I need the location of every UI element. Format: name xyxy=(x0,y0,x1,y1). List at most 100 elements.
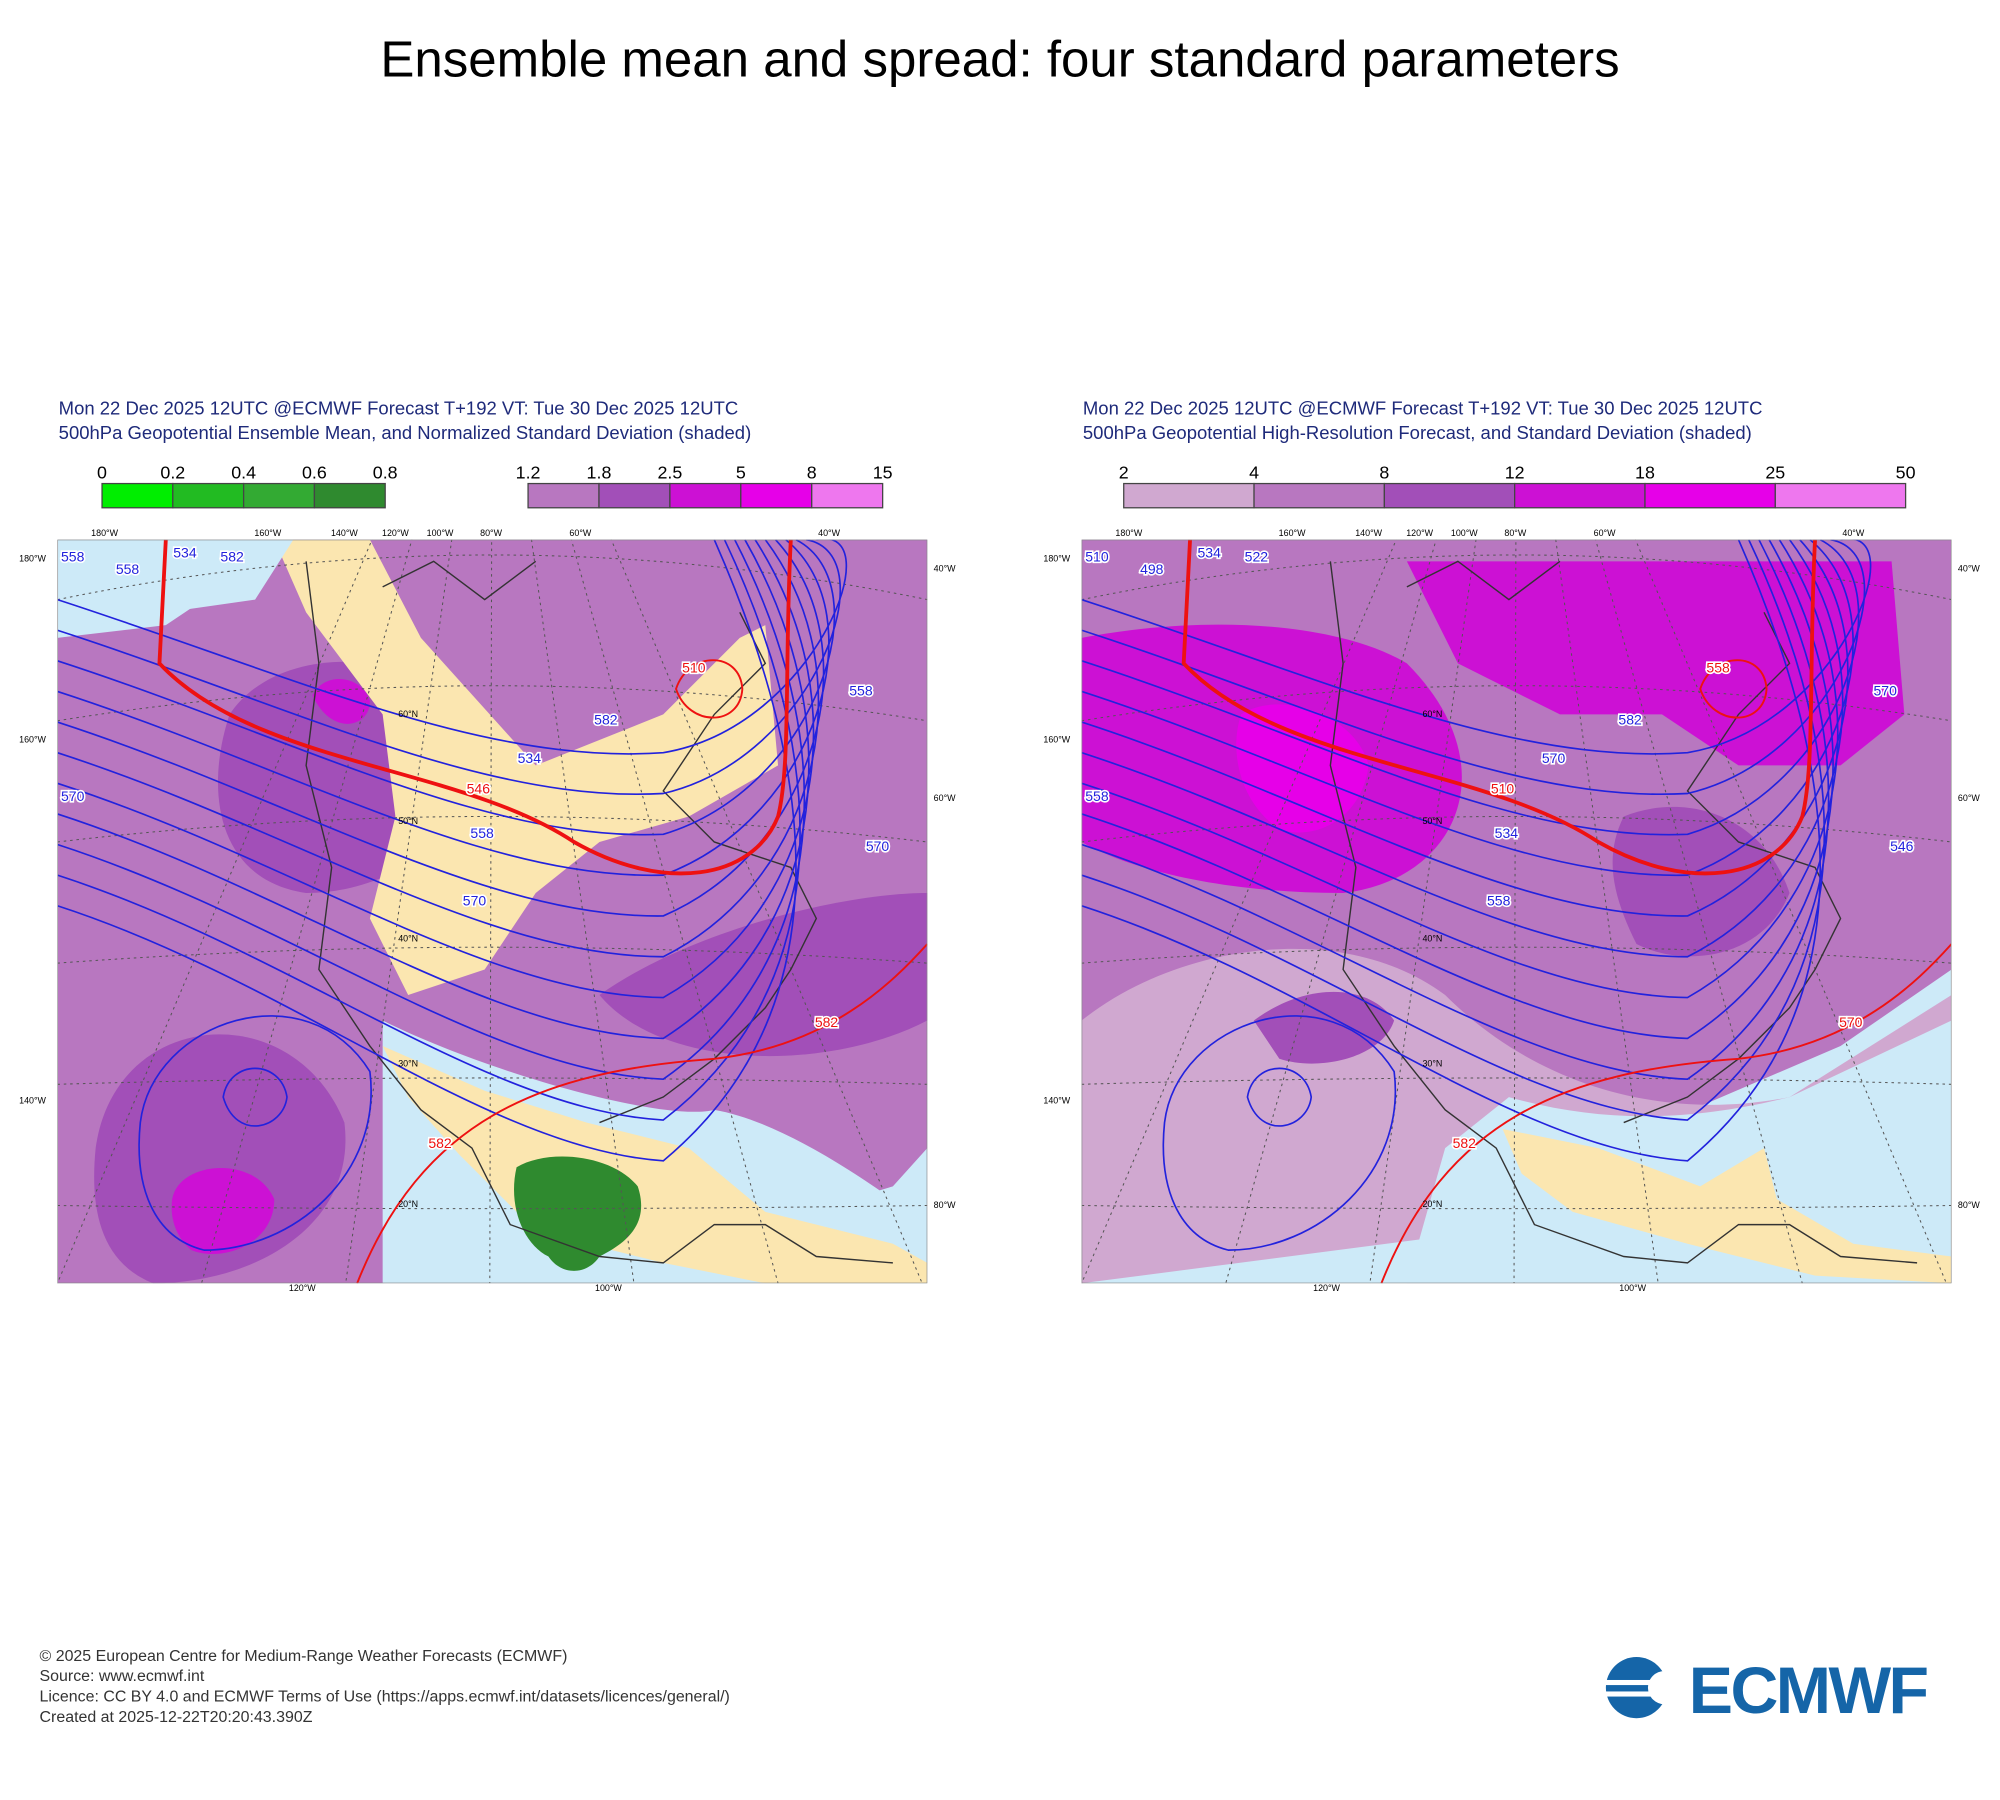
colorbar-label: 0.2 xyxy=(160,462,185,482)
graticule xyxy=(489,539,493,1284)
side-label: 180°W xyxy=(1043,553,1070,563)
lon-label: 40°W xyxy=(818,528,840,538)
lat-label: 50°N xyxy=(398,816,418,826)
logo-stripe xyxy=(1602,1691,1679,1697)
contour xyxy=(1081,539,1826,1121)
contour xyxy=(57,539,848,755)
contour xyxy=(1162,1015,1397,1251)
side-label: 140°W xyxy=(19,1095,46,1105)
contour-label: 558 xyxy=(61,548,85,564)
contour-label: 570 xyxy=(866,838,890,854)
contour-label: 534 xyxy=(1495,825,1519,841)
graticule xyxy=(1081,685,1952,722)
graticule xyxy=(1081,946,1952,964)
shaded-area xyxy=(382,1046,928,1284)
side-label: 100°W xyxy=(1619,1283,1646,1293)
contour-label: 522 xyxy=(1245,548,1269,564)
contour-label: 570 xyxy=(1542,750,1566,766)
side-label: 80°W xyxy=(1958,1200,1980,1210)
side-label: 140°W xyxy=(1043,1095,1070,1105)
contour-582 xyxy=(1380,943,1952,1284)
graticule xyxy=(57,946,928,964)
footer-line: Created at 2025-12-22T20:20:43.390Z xyxy=(40,1709,313,1726)
logo-text: ECMWF xyxy=(1689,1654,1928,1728)
lat-label: 30°N xyxy=(1422,1058,1442,1068)
lon-label: 100°W xyxy=(1451,528,1478,538)
colorbar-label: 1.8 xyxy=(587,462,612,482)
footer: © 2025 European Centre for Medium-Range … xyxy=(40,1648,730,1726)
contour-510 xyxy=(1699,659,1768,719)
lon-label: 120°W xyxy=(382,528,409,538)
graticule xyxy=(610,539,923,1284)
contour-label: 558 xyxy=(849,682,873,698)
shaded-area xyxy=(274,539,779,996)
contour-label: 582 xyxy=(594,712,618,728)
shaded-area xyxy=(94,1034,346,1284)
side-label: 160°W xyxy=(1043,734,1070,744)
colorbar-label: 50 xyxy=(1896,462,1916,482)
colorbar-label: 4 xyxy=(1249,462,1259,482)
shaded-area xyxy=(514,1156,642,1271)
contour xyxy=(57,539,806,1081)
contour xyxy=(57,539,842,796)
contour-546 xyxy=(157,539,793,876)
contour xyxy=(222,1067,288,1127)
colorbar-swatch xyxy=(1774,482,1907,509)
lon-label: 160°W xyxy=(254,528,281,538)
shaded-area xyxy=(1253,991,1395,1064)
colorbar-swatch xyxy=(598,482,671,509)
contour-label: 534 xyxy=(173,545,197,561)
contour xyxy=(1246,1067,1313,1127)
graticule xyxy=(57,815,928,843)
contour-label: 570 xyxy=(463,893,487,909)
lon-label: 80°W xyxy=(1504,528,1526,538)
shaded-area xyxy=(1406,1020,1952,1284)
footer-line: Source: www.ecmwf.int xyxy=(40,1668,205,1685)
footer-line: © 2025 European Centre for Medium-Range … xyxy=(40,1648,568,1665)
contour xyxy=(57,539,830,877)
graticule xyxy=(1555,539,1659,1284)
contour-label: 558 xyxy=(1085,788,1109,804)
contour-label: 546 xyxy=(467,780,491,796)
map xyxy=(57,539,928,1284)
colorbar-label: 0 xyxy=(97,462,107,482)
panel-right: Mon 22 Dec 2025 12UTC @ECMWF Forecast T+… xyxy=(1043,398,1980,1293)
shaded-area xyxy=(1236,704,1369,833)
colorbar-swatch xyxy=(811,482,884,509)
contour-label: 534 xyxy=(518,750,542,766)
contour xyxy=(57,539,836,836)
graticule xyxy=(1081,1077,1952,1085)
side-label: 180°W xyxy=(19,553,46,563)
colorbar-swatch xyxy=(1644,482,1776,509)
colorbar-swatch xyxy=(1383,482,1516,509)
contour-label: 582 xyxy=(815,1014,839,1030)
panel-left: Mon 22 Dec 2025 12UTC @ECMWF Forecast T+… xyxy=(19,398,956,1293)
lat-label: 50°N xyxy=(1422,816,1442,826)
contour-546 xyxy=(1181,539,1817,876)
contour-label: 582 xyxy=(1618,712,1642,728)
side-label: 160°W xyxy=(19,734,46,744)
graticule xyxy=(1081,815,1952,843)
contour-label: 498 xyxy=(1140,561,1164,577)
colorbar-label: 18 xyxy=(1635,462,1655,482)
side-label: 60°W xyxy=(1958,793,1980,803)
lon-label: 60°W xyxy=(1594,528,1616,538)
page-title: Ensemble mean and spread: four standard … xyxy=(380,31,1619,88)
lon-label: 140°W xyxy=(331,528,358,538)
contour-label: 582 xyxy=(428,1135,452,1151)
contour xyxy=(1081,539,1849,917)
colorbar-swatch xyxy=(527,482,600,509)
contour-label: 534 xyxy=(1197,545,1221,561)
graticule xyxy=(1081,1204,1952,1210)
contour-label: 510 xyxy=(1085,548,1109,564)
lon-label: 60°W xyxy=(569,528,591,538)
logo-cut xyxy=(1647,1671,1682,1705)
side-label: 80°W xyxy=(934,1200,956,1210)
contour-label: 582 xyxy=(220,548,244,564)
shaded-area xyxy=(1502,1128,1952,1284)
graticule xyxy=(1513,539,1517,1284)
lon-label: 40°W xyxy=(1842,528,1864,538)
logo-mark xyxy=(1605,1657,1668,1719)
lat-label: 20°N xyxy=(1422,1199,1442,1209)
